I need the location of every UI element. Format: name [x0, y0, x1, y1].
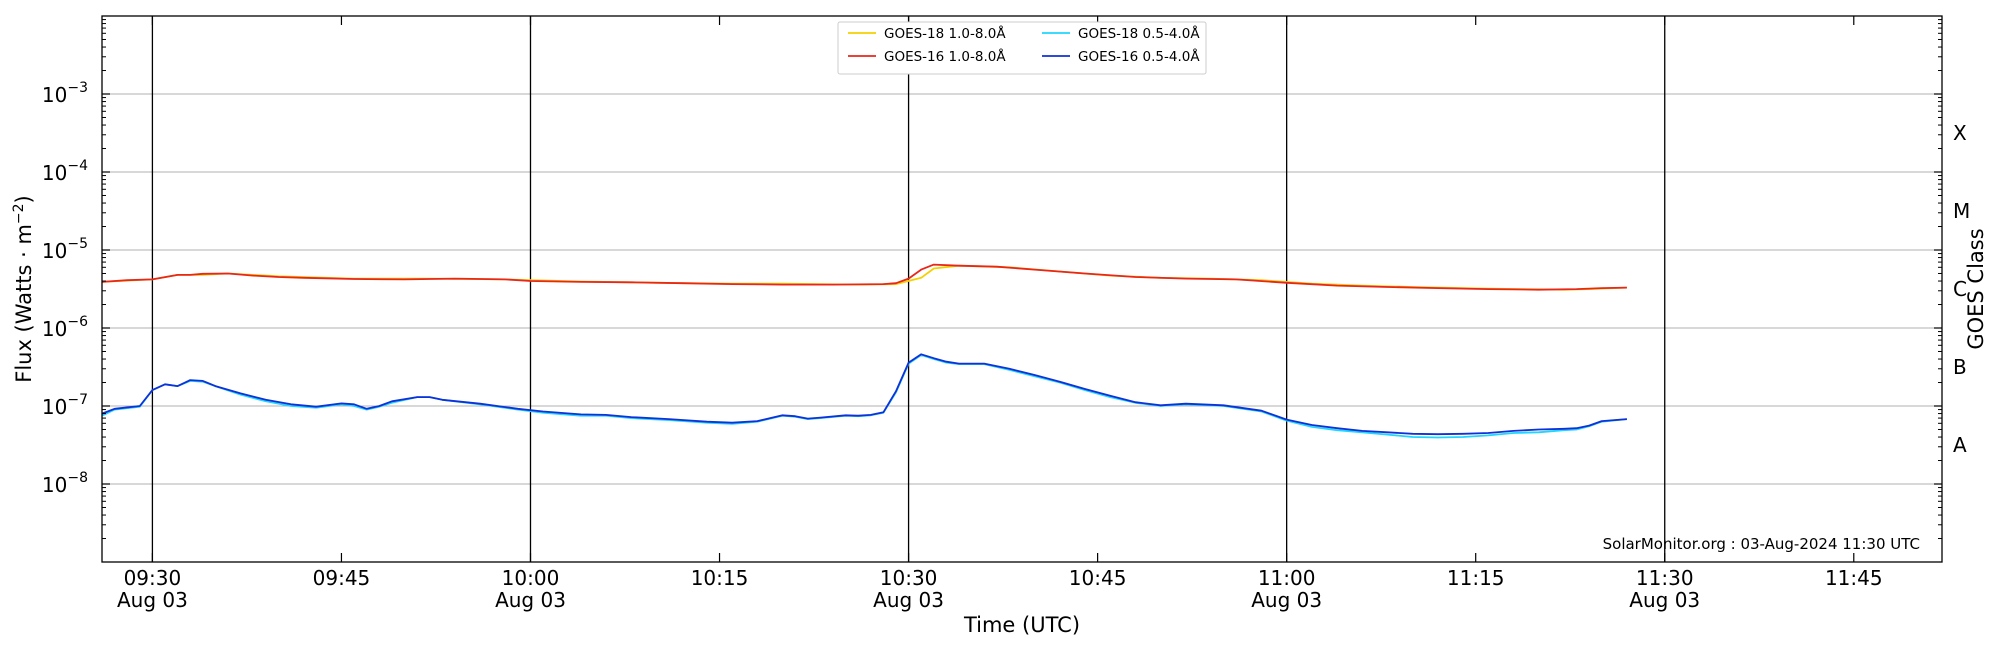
y-tick-base: 10 [42, 395, 67, 419]
y-tick-label: 10−5 [42, 236, 88, 263]
y-tick-base: 10 [42, 473, 67, 497]
legend: GOES-18 1.0-8.0Å GOES-18 0.5-4.0Å GOES-16 … [837, 21, 1207, 75]
x-tick-label: 11:45 [1825, 566, 1883, 590]
x-tick-label: 11:00 [1258, 566, 1316, 590]
goes-class-c: C [1953, 277, 1967, 301]
y-tick-exponent: −5 [67, 236, 88, 252]
y-tick-exponent: −8 [67, 470, 88, 486]
y-axis-title-main: Flux (Watts · m [12, 224, 36, 383]
y-tick-label: 10−6 [42, 314, 88, 341]
x-axis-title: Time (UTC) [963, 613, 1080, 637]
axis-ticks [102, 16, 1942, 562]
y-tick-base: 10 [42, 317, 67, 341]
x-tick-label: 09:45 [313, 566, 371, 590]
y-tick-label: 10−4 [42, 158, 88, 185]
x-tick-label: 10:15 [691, 566, 749, 590]
goes-class-b: B [1953, 355, 1967, 379]
y-axis-title: Flux (Watts · m−2) [11, 195, 36, 383]
y-tick-exponent: −3 [67, 80, 88, 96]
series-line-3 [101, 354, 1627, 439]
plot-area-frame [101, 15, 1943, 563]
y-tick-label: 10−3 [42, 80, 88, 107]
credit-text: SolarMonitor.org : 03-Aug-2024 11:30 UTC [1603, 535, 1920, 553]
x-tick-label: 10:45 [1069, 566, 1127, 590]
goes-class-a: A [1953, 433, 1967, 457]
goes-class-m: M [1953, 199, 1970, 223]
x-tick-date: Aug 03 [495, 588, 566, 612]
legend-label: GOES-18 0.5-4.0Å [1078, 25, 1200, 42]
legend-label: GOES-18 1.0-8.0Å [884, 25, 1006, 42]
y-axis-title-exponent: −2 [11, 203, 27, 224]
y-tick-labels: 10−810−710−610−510−410−3 [42, 80, 88, 497]
y-axis-title-close: ) [12, 195, 36, 203]
x-tick-label: 10:00 [502, 566, 560, 590]
legend-label: GOES-16 0.5-4.0Å [1078, 48, 1200, 65]
goes-class-labels: A B C M X [1953, 121, 1970, 457]
y-tick-exponent: −4 [67, 158, 88, 174]
y-tick-base: 10 [42, 239, 67, 263]
flux-series [101, 263, 1627, 439]
y-tick-exponent: −7 [67, 392, 88, 408]
legend-box [837, 21, 1207, 75]
y-tick-label: 10−7 [42, 392, 88, 419]
x-tick-label: 11:15 [1447, 566, 1505, 590]
x-tick-label: 11:30 [1636, 566, 1694, 590]
y-tick-label: 10−8 [42, 470, 88, 497]
series-line-4 [101, 353, 1627, 436]
x-tick-label: 10:30 [880, 566, 938, 590]
x-tick-date: Aug 03 [117, 588, 188, 612]
x-tick-date: Aug 03 [873, 588, 944, 612]
day-marker-lines [151, 16, 1666, 562]
series-line-2 [101, 263, 1627, 291]
goes-class-x: X [1953, 121, 1967, 145]
y-tick-base: 10 [42, 83, 67, 107]
x-tick-label: 09:30 [124, 566, 182, 590]
legend-label: GOES-16 1.0-8.0Å [884, 48, 1006, 65]
y-tick-exponent: −6 [67, 314, 88, 330]
x-tick-date: Aug 03 [1629, 588, 1700, 612]
x-tick-date: Aug 03 [1251, 588, 1322, 612]
right-axis-title: GOES Class [1964, 228, 1988, 349]
horizontal-grid [102, 93, 1942, 485]
y-tick-base: 10 [42, 161, 67, 185]
